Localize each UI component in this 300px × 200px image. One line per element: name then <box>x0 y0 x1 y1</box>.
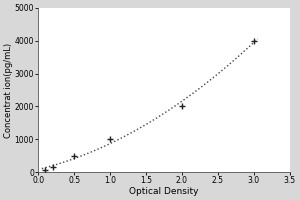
Y-axis label: Concentrat ion(pg/mL): Concentrat ion(pg/mL) <box>4 42 13 138</box>
X-axis label: Optical Density: Optical Density <box>129 187 199 196</box>
